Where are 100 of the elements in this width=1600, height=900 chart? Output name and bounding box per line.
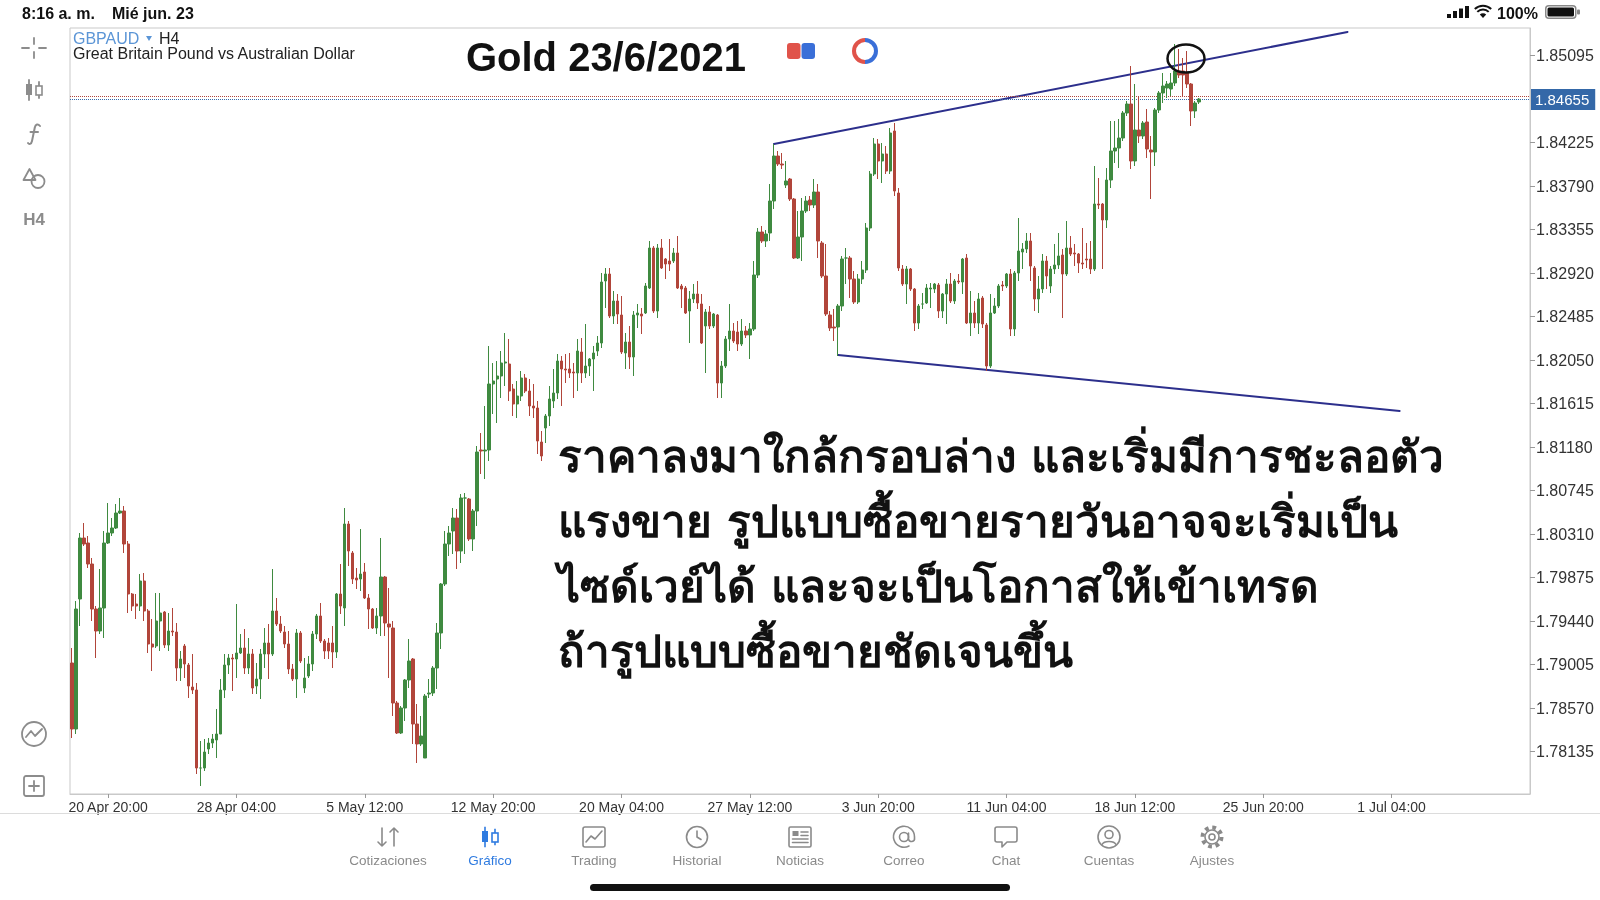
candlestick — [877, 138, 880, 180]
candlestick — [640, 307, 643, 335]
candlestick — [656, 243, 659, 319]
text: H4 — [23, 210, 45, 230]
candlestick — [299, 630, 302, 664]
candlestick — [251, 648, 254, 695]
y-tick-label: 1.82050 — [1536, 351, 1594, 369]
candlestick — [885, 145, 888, 175]
text: Chat — [991, 853, 1021, 868]
candlestick — [977, 292, 980, 335]
candlestick — [247, 637, 250, 675]
text: Correo — [883, 853, 925, 868]
text: Gráfico — [468, 853, 512, 868]
candlestick — [528, 378, 531, 417]
candlestick — [784, 160, 788, 189]
annotation: GBPAUD — [73, 30, 140, 47]
candlestick — [1193, 100, 1197, 119]
candlestick — [1009, 268, 1012, 337]
candlestick — [957, 273, 960, 285]
candlestick — [780, 152, 784, 170]
candlestick — [459, 493, 463, 564]
candlestick — [1093, 165, 1096, 272]
candlestick — [231, 653, 234, 692]
candlestick — [451, 507, 455, 555]
candlestick — [953, 278, 956, 305]
candlestick — [672, 247, 675, 264]
x-tick-label: 27 May 12:00 — [707, 799, 793, 815]
x-tick-label: 20 May 04:00 — [579, 799, 665, 815]
candlestick — [965, 253, 968, 325]
candlestick — [973, 300, 976, 329]
candlestick — [335, 592, 338, 659]
x-tick-label: 25 Jun 20:00 — [1222, 799, 1304, 815]
candlestick — [235, 603, 238, 679]
y-tick-label: 1.82920 — [1536, 264, 1594, 282]
candlestick — [139, 573, 142, 612]
candlestick — [580, 337, 583, 384]
candlestick — [295, 628, 298, 699]
candlestick — [1029, 232, 1032, 282]
candlestick — [479, 432, 483, 475]
candlestick — [989, 293, 992, 369]
candlestick — [243, 628, 246, 675]
y-tick-label: 1.78570 — [1536, 699, 1594, 717]
candlestick — [945, 278, 948, 325]
y-tick-label: 1.79875 — [1536, 569, 1594, 586]
candlestick — [155, 592, 158, 649]
text: Historial — [672, 853, 722, 868]
candlestick — [1065, 220, 1068, 277]
candlestick — [893, 122, 896, 197]
candlestick — [628, 325, 631, 370]
y-tick-label: 1.83355 — [1536, 221, 1594, 238]
candlestick — [70, 647, 74, 739]
candlestick — [704, 308, 707, 374]
candlestick — [560, 355, 563, 407]
candlestick — [303, 657, 306, 694]
text: 100% — [1497, 5, 1538, 23]
text: Cuentas — [1083, 853, 1135, 868]
chart-title: Gold 23/6/2021 — [465, 34, 747, 80]
candlestick — [929, 282, 932, 309]
candlestick — [163, 610, 166, 649]
candlestick — [135, 593, 138, 620]
candlestick — [1141, 120, 1145, 140]
y-tick-label: 1.78135 — [1536, 743, 1594, 760]
candlestick — [584, 323, 587, 379]
candlestick — [740, 318, 743, 347]
x-tick-label: 11 Jun 04:00 — [966, 799, 1047, 815]
text: Trading — [571, 853, 617, 868]
candlestick — [961, 257, 964, 295]
text: 8:16 a. m. — [22, 5, 95, 23]
x-tick-label: 3 Jun 20:00 — [841, 799, 916, 815]
candlestick — [331, 625, 334, 669]
candlestick — [712, 312, 715, 329]
candlestick — [736, 320, 739, 352]
candlestick — [379, 537, 383, 637]
text: Noticias — [775, 853, 825, 868]
candlestick — [271, 568, 274, 657]
candlestick — [343, 507, 346, 627]
candlestick — [179, 650, 182, 682]
y-tick-label: 1.81180 — [1536, 438, 1593, 456]
annotation: H4 — [159, 30, 180, 47]
text: Mié jun. 23 — [112, 5, 194, 23]
candlestick — [167, 612, 170, 652]
x-tick-label: 1 Jul 04:00 — [1357, 799, 1427, 815]
candlestick — [925, 283, 928, 305]
candlestick — [716, 313, 719, 399]
text: Ajustes — [1189, 853, 1235, 868]
y-tick-label: 1.84225 — [1536, 134, 1594, 151]
candlestick — [351, 550, 354, 585]
x-tick-label: 18 Jun 12:00 — [1094, 799, 1176, 815]
candlestick — [832, 308, 836, 342]
y-tick-label: 1.85095 — [1536, 47, 1594, 64]
candlestick — [1133, 83, 1137, 167]
text: Great Britain Pound vs Australian Dollar — [73, 45, 355, 63]
y-tick-label: 1.83790 — [1536, 177, 1594, 195]
y-tick-label: 1.80745 — [1536, 482, 1594, 499]
candlestick — [624, 332, 627, 370]
ref-line-label: 1.84655 — [1535, 91, 1590, 108]
candlestick — [1061, 248, 1064, 319]
y-tick-label: 1.82485 — [1536, 308, 1594, 325]
candlestick — [937, 282, 940, 319]
candlestick — [1081, 227, 1084, 270]
